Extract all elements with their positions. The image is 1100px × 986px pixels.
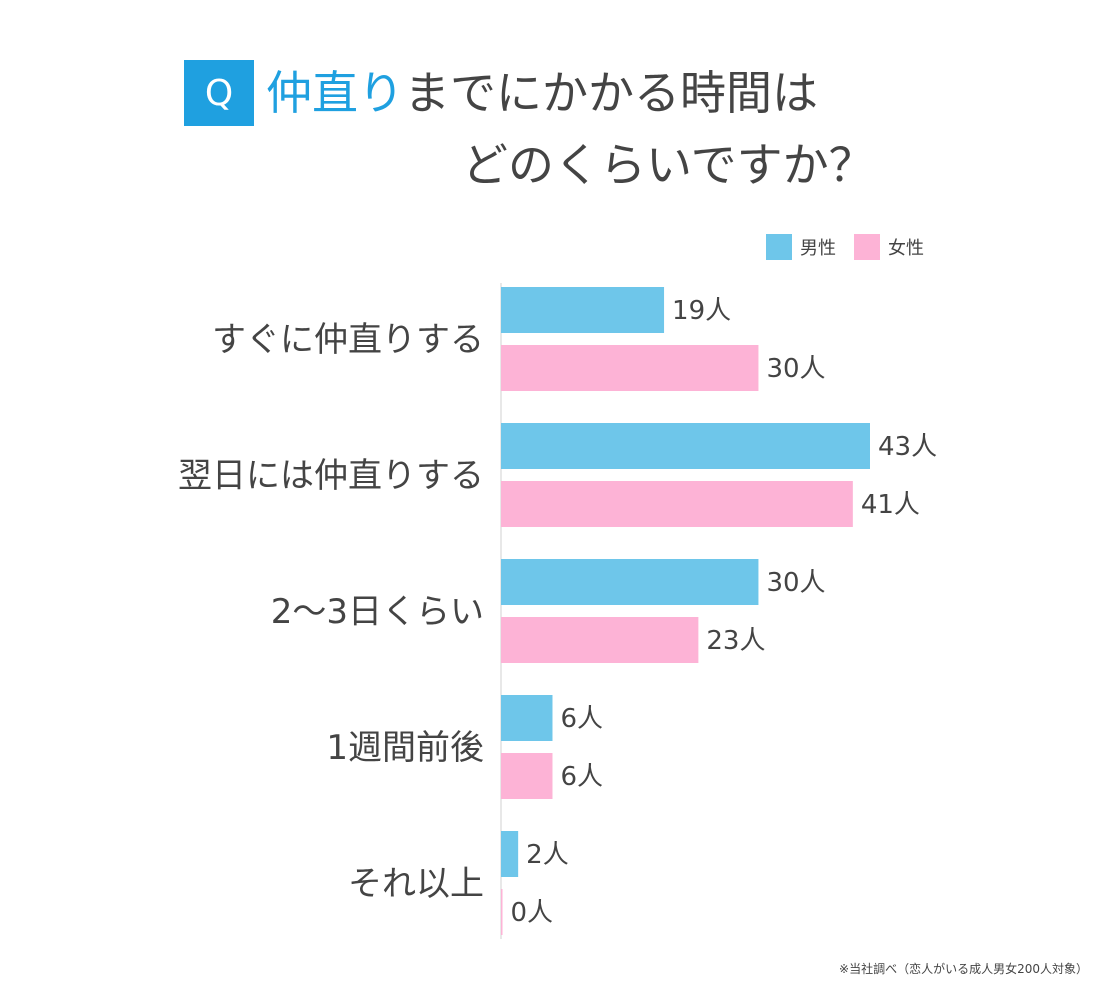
- bar-male: [501, 287, 665, 333]
- value-label-female: 0人: [511, 898, 554, 928]
- legend: 男性 女性: [766, 234, 934, 260]
- category-label: すぐに仲直りする: [212, 320, 484, 360]
- value-label-female: 30人: [766, 354, 825, 384]
- value-label-male: 30人: [766, 568, 825, 598]
- title-rest: までにかかる時間は: [404, 66, 818, 120]
- bar-male: [501, 559, 759, 605]
- bar-male: [501, 695, 553, 741]
- value-label-female: 6人: [560, 762, 603, 792]
- bar-female: [501, 617, 699, 663]
- category-label: 1週間前後: [326, 728, 484, 768]
- legend-label-female: 女性: [888, 238, 924, 259]
- value-label-female: 41人: [861, 490, 920, 520]
- bar-female: [501, 481, 853, 527]
- bar-female: [501, 345, 759, 391]
- value-label-male: 43人: [878, 432, 937, 462]
- question-badge: Q: [184, 60, 254, 126]
- legend-swatch-male: [766, 234, 792, 260]
- legend-item-male: 男性: [766, 234, 836, 260]
- bar-female: [501, 889, 503, 935]
- value-label-female: 23人: [706, 626, 765, 656]
- legend-swatch-female: [854, 234, 880, 260]
- bar-male: [501, 831, 519, 877]
- legend-item-female: 女性: [854, 234, 924, 260]
- category-label: 2〜3日くらい: [271, 592, 484, 632]
- bar-male: [501, 423, 870, 469]
- category-label: 翌日には仲直りする: [178, 456, 484, 496]
- value-label-male: 2人: [526, 840, 569, 870]
- category-label: それ以上: [348, 864, 484, 904]
- footnote: ※当社調べ（恋人がいる成人男女200人対象）: [839, 962, 1088, 976]
- question-badge-label: Q: [204, 72, 234, 114]
- value-label-male: 19人: [672, 296, 731, 326]
- chart-title-line2: どのくらいですか？: [462, 138, 875, 192]
- bar-female: [501, 753, 553, 799]
- title-accent: 仲直り: [266, 66, 404, 120]
- chart-title-line1: 仲直りまでにかかる時間は: [266, 70, 818, 116]
- value-label-male: 6人: [560, 704, 603, 734]
- legend-label-male: 男性: [800, 238, 836, 259]
